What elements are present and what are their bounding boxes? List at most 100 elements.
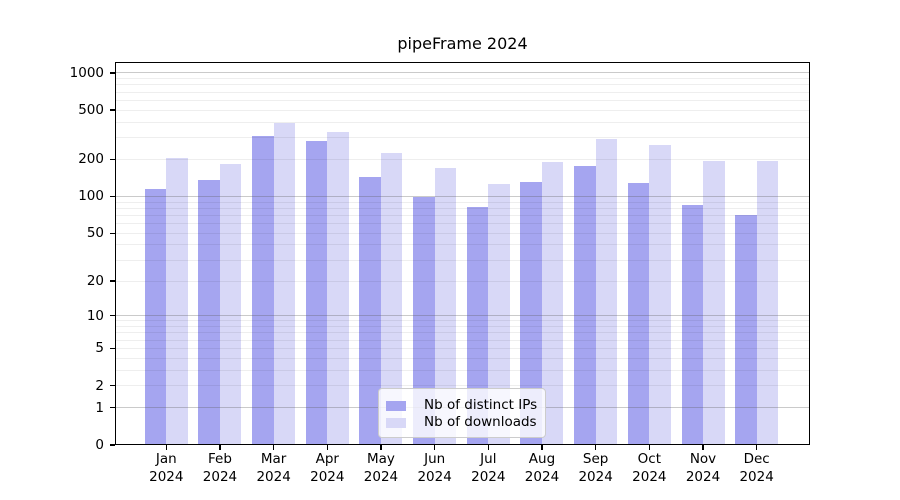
bar-distinct-ips-sep bbox=[574, 166, 596, 445]
x-tick-jun bbox=[434, 445, 436, 450]
y-tick-label-5: 5 bbox=[95, 340, 104, 357]
bar-downloads-jun bbox=[434, 167, 457, 445]
x-tick-label-feb: Feb 2024 bbox=[202, 451, 238, 485]
bar-distinct-ips-may bbox=[359, 177, 381, 445]
y-tick-label-100: 100 bbox=[78, 188, 104, 205]
major-gridline-1000 bbox=[115, 72, 810, 74]
chart-title: pipeFrame 2024 bbox=[397, 34, 528, 53]
legend: Nb of distinct IPs Nb of downloads bbox=[378, 388, 546, 438]
y-tick-label-50: 50 bbox=[86, 225, 104, 242]
x-tick-label-apr: Apr 2024 bbox=[310, 451, 345, 485]
bar-distinct-ips-feb bbox=[198, 179, 220, 445]
legend-item-downloads: Nb of downloads bbox=[386, 414, 538, 431]
bar-distinct-ips-dec bbox=[735, 214, 757, 445]
x-tick-jan bbox=[165, 445, 167, 450]
x-tick-label-nov: Nov 2024 bbox=[685, 451, 721, 485]
bar-distinct-ips-apr bbox=[305, 141, 328, 445]
y-tick-label-1: 1 bbox=[95, 399, 104, 416]
minor-gridline-90 bbox=[115, 201, 810, 203]
bar-downloads-jul bbox=[488, 183, 510, 445]
minor-gridline-400 bbox=[115, 121, 810, 123]
minor-gridline-5 bbox=[115, 347, 810, 349]
minor-gridline-40 bbox=[115, 244, 810, 246]
y-tick-0 bbox=[110, 444, 115, 446]
minor-gridline-6 bbox=[115, 339, 810, 341]
x-tick-label-oct: Oct 2024 bbox=[632, 451, 667, 485]
x-tick-label-jan: Jan 2024 bbox=[149, 451, 184, 485]
y-tick-label-20: 20 bbox=[86, 273, 104, 289]
bar-distinct-ips-oct bbox=[627, 183, 650, 445]
y-tick-1000 bbox=[110, 72, 115, 74]
right-spine bbox=[808, 62, 810, 445]
bar-downloads-may bbox=[380, 153, 403, 445]
minor-gridline-4 bbox=[115, 357, 810, 359]
x-tick-label-mar: Mar 2024 bbox=[256, 451, 291, 485]
y-tick-2 bbox=[110, 385, 115, 387]
x-tick-dec bbox=[756, 445, 758, 450]
x-tick-mar bbox=[272, 445, 275, 450]
minor-gridline-200 bbox=[115, 158, 810, 160]
bar-downloads-mar bbox=[273, 122, 296, 445]
bar-downloads-apr bbox=[327, 132, 349, 445]
y-tick-label-1000: 1000 bbox=[69, 64, 104, 81]
minor-gridline-80 bbox=[115, 207, 810, 209]
bar-downloads-feb bbox=[219, 163, 242, 445]
minor-gridline-300 bbox=[115, 137, 810, 139]
x-tick-label-aug: Aug 2024 bbox=[524, 451, 560, 485]
minor-gridline-3 bbox=[115, 369, 810, 371]
y-tick-5 bbox=[110, 347, 115, 350]
x-tick-jul bbox=[487, 445, 489, 450]
x-tick-label-jun: Jun 2024 bbox=[417, 451, 452, 485]
bar-distinct-ips-aug bbox=[520, 181, 542, 445]
y-tick-500 bbox=[110, 109, 115, 111]
legend-item-distinct-ips: Nb of distinct IPs bbox=[386, 397, 538, 414]
bar-downloads-oct bbox=[649, 144, 671, 445]
y-tick-1 bbox=[110, 407, 115, 409]
bar-distinct-ips-nov bbox=[681, 205, 703, 445]
bar-distinct-ips-jun bbox=[413, 197, 435, 445]
x-tick-label-dec: Dec 2024 bbox=[739, 451, 774, 485]
y-tick-50 bbox=[110, 232, 115, 234]
minor-gridline-7 bbox=[115, 332, 810, 334]
y-tick-200 bbox=[110, 158, 115, 160]
left-spine bbox=[115, 62, 117, 445]
minor-gridline-700 bbox=[115, 91, 810, 93]
minor-gridline-2 bbox=[115, 385, 810, 387]
x-tick-feb bbox=[219, 445, 221, 450]
minor-gridline-9 bbox=[115, 320, 810, 322]
bar-downloads-aug bbox=[541, 161, 564, 445]
x-tick-label-sep: Sep 2024 bbox=[578, 451, 613, 485]
bar-downloads-nov bbox=[703, 160, 725, 445]
bar-downloads-dec bbox=[756, 160, 779, 445]
y-tick-label-200: 200 bbox=[78, 151, 104, 168]
minor-gridline-70 bbox=[115, 214, 810, 216]
minor-gridline-800 bbox=[115, 84, 810, 86]
y-tick-label-0: 0 bbox=[95, 437, 104, 453]
minor-gridline-600 bbox=[115, 99, 810, 101]
x-tick-oct bbox=[648, 445, 650, 450]
minor-gridline-8 bbox=[115, 326, 810, 328]
major-gridline-10 bbox=[115, 315, 810, 317]
bar-distinct-ips-mar bbox=[252, 135, 274, 445]
x-tick-nov bbox=[702, 445, 704, 450]
x-tick-aug bbox=[541, 445, 543, 450]
y-tick-label-10: 10 bbox=[86, 307, 104, 324]
plot-area bbox=[115, 62, 810, 445]
y-tick-label-2: 2 bbox=[95, 377, 104, 394]
minor-gridline-900 bbox=[115, 78, 810, 80]
legend-swatch-downloads bbox=[386, 417, 406, 428]
major-gridline-100 bbox=[115, 195, 810, 197]
top-spine bbox=[115, 62, 810, 64]
x-tick-label-may: May 2024 bbox=[363, 451, 399, 485]
x-tick-label-jul: Jul 2024 bbox=[471, 451, 506, 485]
minor-gridline-50 bbox=[115, 232, 810, 234]
minor-gridline-20 bbox=[115, 280, 810, 282]
y-tick-10 bbox=[110, 315, 115, 317]
legend-swatch-distinct-ips bbox=[386, 400, 406, 411]
bar-downloads-sep bbox=[595, 138, 618, 445]
x-tick-sep bbox=[595, 445, 597, 450]
bar-downloads-jan bbox=[166, 158, 188, 445]
legend-label-distinct-ips: Nb of distinct IPs bbox=[424, 397, 538, 413]
minor-gridline-500 bbox=[115, 109, 810, 111]
